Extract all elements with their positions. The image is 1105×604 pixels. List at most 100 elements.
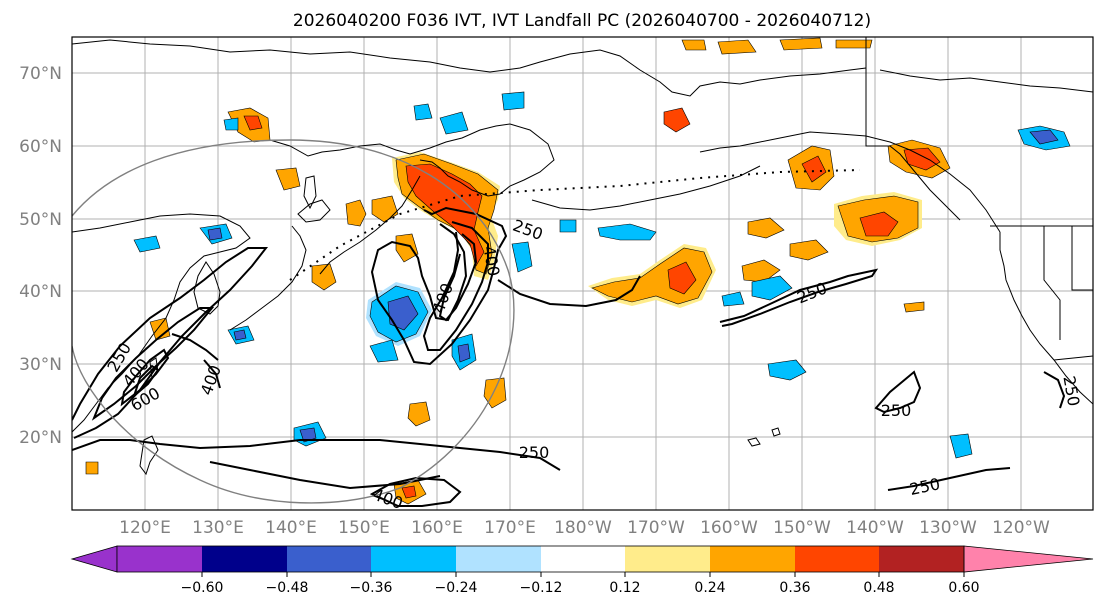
lat-label-30n: 30°N (19, 355, 62, 375)
coast-namerica-west (999, 232, 1093, 405)
anomaly-patch-east-orange-4 (903, 301, 925, 313)
anomaly-patch-okhotsk-sea-orange (395, 233, 419, 263)
contour-south-250 (72, 439, 561, 471)
anomaly-patch-north-orange-4 (681, 39, 707, 51)
colorbar-segment-2 (287, 546, 371, 572)
colorbar-ticks (201, 572, 965, 577)
anomaly-patch-korea-royal (207, 227, 223, 241)
coast-taiwan (149, 357, 159, 380)
anomaly-patch-sea-sky-1 (949, 433, 973, 459)
anomaly-patch-pacific-sky-3 (767, 359, 807, 381)
anomaly-patch-china-sky (133, 235, 161, 253)
lon-label-160w: 160°W (700, 518, 758, 538)
coast-asia-north (72, 39, 867, 97)
anomaly-patch-phil-royal (299, 427, 317, 443)
colorbar-label-0: −0.60 (181, 580, 224, 596)
coast-alaska-north (865, 68, 961, 221)
lat-label-70n: 70°N (19, 64, 62, 84)
coast-aleutians (531, 165, 761, 211)
graticule (72, 37, 1093, 510)
lon-label-120e: 120°E (119, 518, 171, 538)
colorbar-extend-left (70, 545, 118, 573)
longitude-labels: 120°E 130°E 140°E 150°E 160°E 170°E 180°… (119, 518, 1050, 538)
anomaly-patch-japan-royal (233, 329, 247, 341)
coastlines (72, 37, 1093, 476)
coast-kuril (319, 175, 421, 275)
border-mexico (1053, 355, 1093, 361)
lon-label-150e: 150°E (338, 518, 390, 538)
figure-title: 2026040200 F036 IVT, IVT Landfall PC (20… (293, 11, 871, 31)
anomaly-patch-bay-orange (85, 461, 99, 475)
contour-south2-250 (209, 461, 441, 490)
coast-japan-hokkaido (297, 199, 331, 223)
contour-kamchatka-400 (422, 221, 489, 351)
anomaly-patch-pacific-sky-2 (751, 275, 793, 301)
anomaly-patch-pacific-sky-4 (721, 291, 745, 307)
colorbar-label-5: 0.12 (609, 580, 640, 596)
contour-label-250-eastcentral: 250 (881, 401, 912, 420)
lon-label-180w: 180°W (554, 518, 612, 538)
anomaly-patch-north-red (663, 107, 691, 133)
anomaly-patch-kuril-orange (371, 195, 399, 223)
contour-south-400 (369, 476, 462, 507)
colorbar-segment-4 (456, 546, 541, 572)
lon-label-130w: 130°W (919, 518, 977, 538)
anomaly-patch-gulf-red (859, 211, 899, 237)
contour-midpacific-250 (497, 275, 641, 308)
colorbar-segment-6 (625, 546, 710, 572)
colorbar-label-8: 0.48 (863, 580, 894, 596)
contour-ec-tail (171, 333, 219, 361)
anomaly-patch-canada-royal (1029, 129, 1059, 145)
coast-korea (193, 261, 221, 315)
colorbar-segment-8 (795, 546, 879, 572)
coast-sakhalin (303, 175, 317, 210)
colorbar-label-3: −0.24 (435, 580, 478, 596)
anomaly-patch-east-orange-3 (747, 217, 785, 239)
colorbar-tick-labels: −0.60 −0.48 −0.36 −0.24 −0.12 0.12 0.24 … (181, 580, 980, 596)
colorbar-segment-9 (879, 546, 964, 572)
anomaly-patch-midlat-sky (369, 339, 399, 363)
anomaly-patch-okhotsk-red (405, 163, 485, 267)
anomaly-patch-manchuria-orange (275, 167, 301, 191)
anomaly-patch-south-red (401, 485, 417, 499)
colorbar: −0.60 −0.48 −0.36 −0.24 −0.12 0.12 0.24 … (70, 545, 1094, 596)
coast-okhotsk (269, 123, 511, 157)
anomaly-patch-north-orange-1 (717, 39, 757, 55)
coast-japan-honshu (229, 225, 307, 331)
lat-label-50n: 50°N (19, 210, 62, 230)
anomaly-patch-center-royal (387, 295, 419, 331)
colorbar-segment-0 (117, 546, 202, 572)
ivt-contours (72, 206, 1066, 507)
border-us-states-1 (1043, 226, 1061, 340)
map-frame (71, 36, 1094, 511)
colorbar-label-4: −0.12 (520, 580, 563, 596)
anomaly-patch-siberia-sky-3 (413, 103, 433, 121)
colorbar-segment-1 (202, 546, 287, 572)
contour-ec-800 (131, 364, 160, 400)
anomaly-patch-siberia-red (243, 115, 263, 131)
anomaly-patch-pacific-sky-1 (597, 223, 657, 241)
contour-eastcentral-250 (874, 370, 922, 414)
lon-label-140e: 140°E (265, 518, 317, 538)
lon-label-130e: 130°E (192, 518, 244, 538)
coast-hawaii-chain (747, 427, 781, 447)
contour-southeast-250 (887, 467, 1011, 491)
anomaly-patch-center-south-royal (457, 343, 471, 363)
anomaly-patch-alaska-red (801, 155, 827, 183)
lon-label-160e: 160°E (411, 518, 463, 538)
lat-label-40n: 40°N (19, 282, 62, 302)
lon-label-120w: 120°W (992, 518, 1050, 538)
coast-canada-north (879, 69, 1093, 93)
coast-china-east (72, 213, 251, 433)
anomaly-patch-north-orange-2 (779, 37, 823, 51)
lon-label-170w: 170°W (627, 518, 685, 538)
anomaly-patch-siberia-sky-2 (501, 91, 525, 111)
contour-ec-tail-2 (203, 359, 221, 389)
lon-label-150w: 150°W (773, 518, 831, 538)
contour-far-east-250 (1043, 371, 1066, 409)
map-panel (71, 36, 1094, 511)
contour-label-250-mid: 250 (519, 443, 550, 462)
lat-label-60n: 60°N (19, 137, 62, 157)
coast-kamchatka (419, 123, 555, 197)
